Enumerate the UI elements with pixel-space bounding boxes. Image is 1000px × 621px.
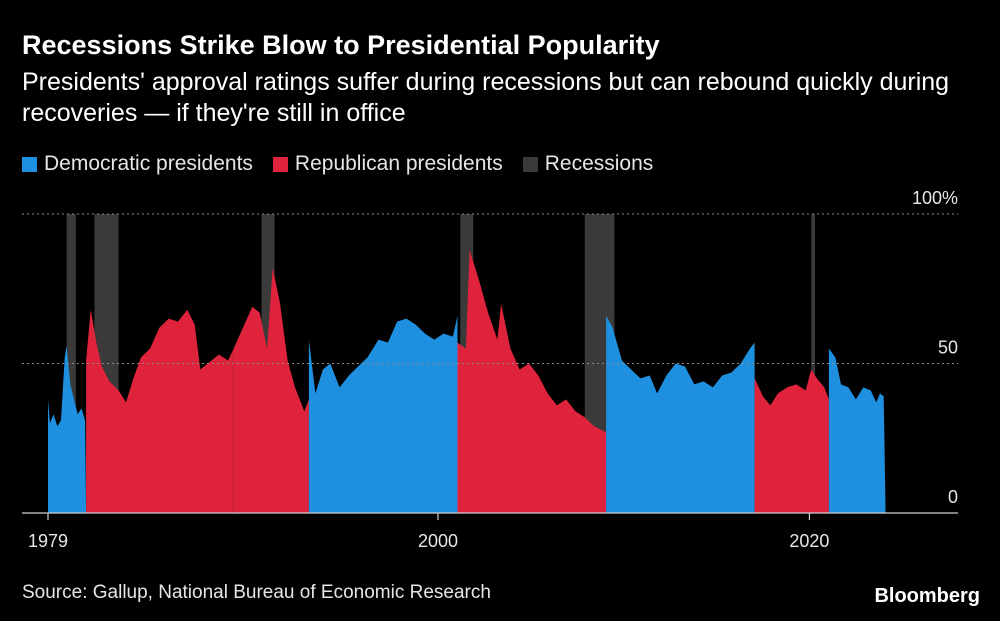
y-tick-label-100: 100% [912, 188, 958, 208]
recession-band-0 [66, 214, 76, 513]
chart-legend: Democratic presidents Republican preside… [22, 152, 673, 176]
x-tick-label-2020: 2020 [789, 531, 829, 551]
area-w-bush [457, 249, 607, 513]
area-obama [606, 315, 755, 513]
y-tick-label-50: 50 [938, 338, 958, 358]
legend-item-republican: Republican presidents [272, 152, 503, 176]
legend-item-recessions: Recessions [522, 152, 654, 176]
legend-swatch-democratic [22, 156, 37, 172]
area-reagan [86, 309, 234, 513]
x-tick-label-1979: 1979 [28, 531, 68, 551]
legend-label-democratic: Democratic presidents [44, 152, 253, 175]
y-tick-label-0: 0 [948, 487, 958, 507]
source-note: Source: Gallup, National Bureau of Econo… [22, 582, 491, 603]
legend-swatch-republican [272, 156, 288, 172]
legend-item-democratic: Democratic presidents [22, 152, 253, 176]
x-tick-label-2000: 2000 [418, 531, 458, 551]
chart-subtitle: Presidents' approval ratings suffer duri… [22, 68, 950, 127]
area-carter [48, 345, 87, 513]
area-trump [754, 369, 829, 513]
area-bush [233, 267, 309, 513]
chart-title: Recessions Strike Blow to Presidential P… [22, 30, 660, 60]
bloomberg-logo: Bloomberg [874, 585, 980, 607]
legend-label-recessions: Recessions [544, 152, 654, 175]
legend-label-republican: Republican presidents [294, 152, 503, 175]
area-clinton [308, 315, 458, 513]
legend-swatch-recessions [522, 156, 538, 172]
area-biden [828, 348, 886, 513]
